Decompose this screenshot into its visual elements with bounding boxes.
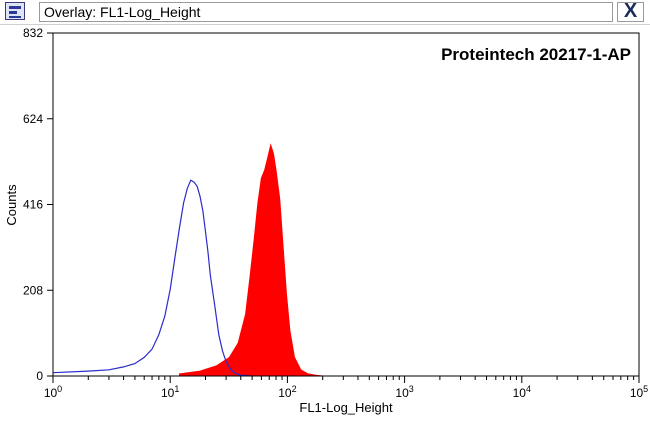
x-tick-label: 105 — [630, 384, 648, 400]
chart-annotation: Proteintech 20217-1-AP — [441, 45, 631, 64]
outline-histogram-series — [52, 179, 253, 377]
x-tick-label: 102 — [278, 384, 296, 400]
window-title-bar: Overlay: FL1-Log_Height X — [0, 0, 650, 25]
y-tick-label: 208 — [23, 283, 43, 297]
x-tick-label: 103 — [395, 384, 413, 400]
y-tick-label: 0 — [36, 369, 43, 383]
histogram-app-icon[interactable] — [5, 2, 25, 20]
x-tick-label: 101 — [161, 384, 179, 400]
x-tick-label: 100 — [44, 384, 62, 400]
filled-histogram-series — [179, 143, 323, 377]
plot-frame — [52, 32, 640, 377]
x-tick-label: 104 — [513, 384, 531, 400]
window-title: Overlay: FL1-Log_Height — [39, 2, 613, 22]
y-tick-label: 624 — [23, 112, 43, 126]
x-axis-label: FL1-Log_Height — [299, 400, 393, 415]
y-tick-label: 416 — [23, 198, 43, 212]
close-button[interactable]: X — [617, 1, 644, 22]
y-axis-label: Counts — [4, 184, 19, 226]
y-tick-label: 832 — [23, 26, 43, 40]
